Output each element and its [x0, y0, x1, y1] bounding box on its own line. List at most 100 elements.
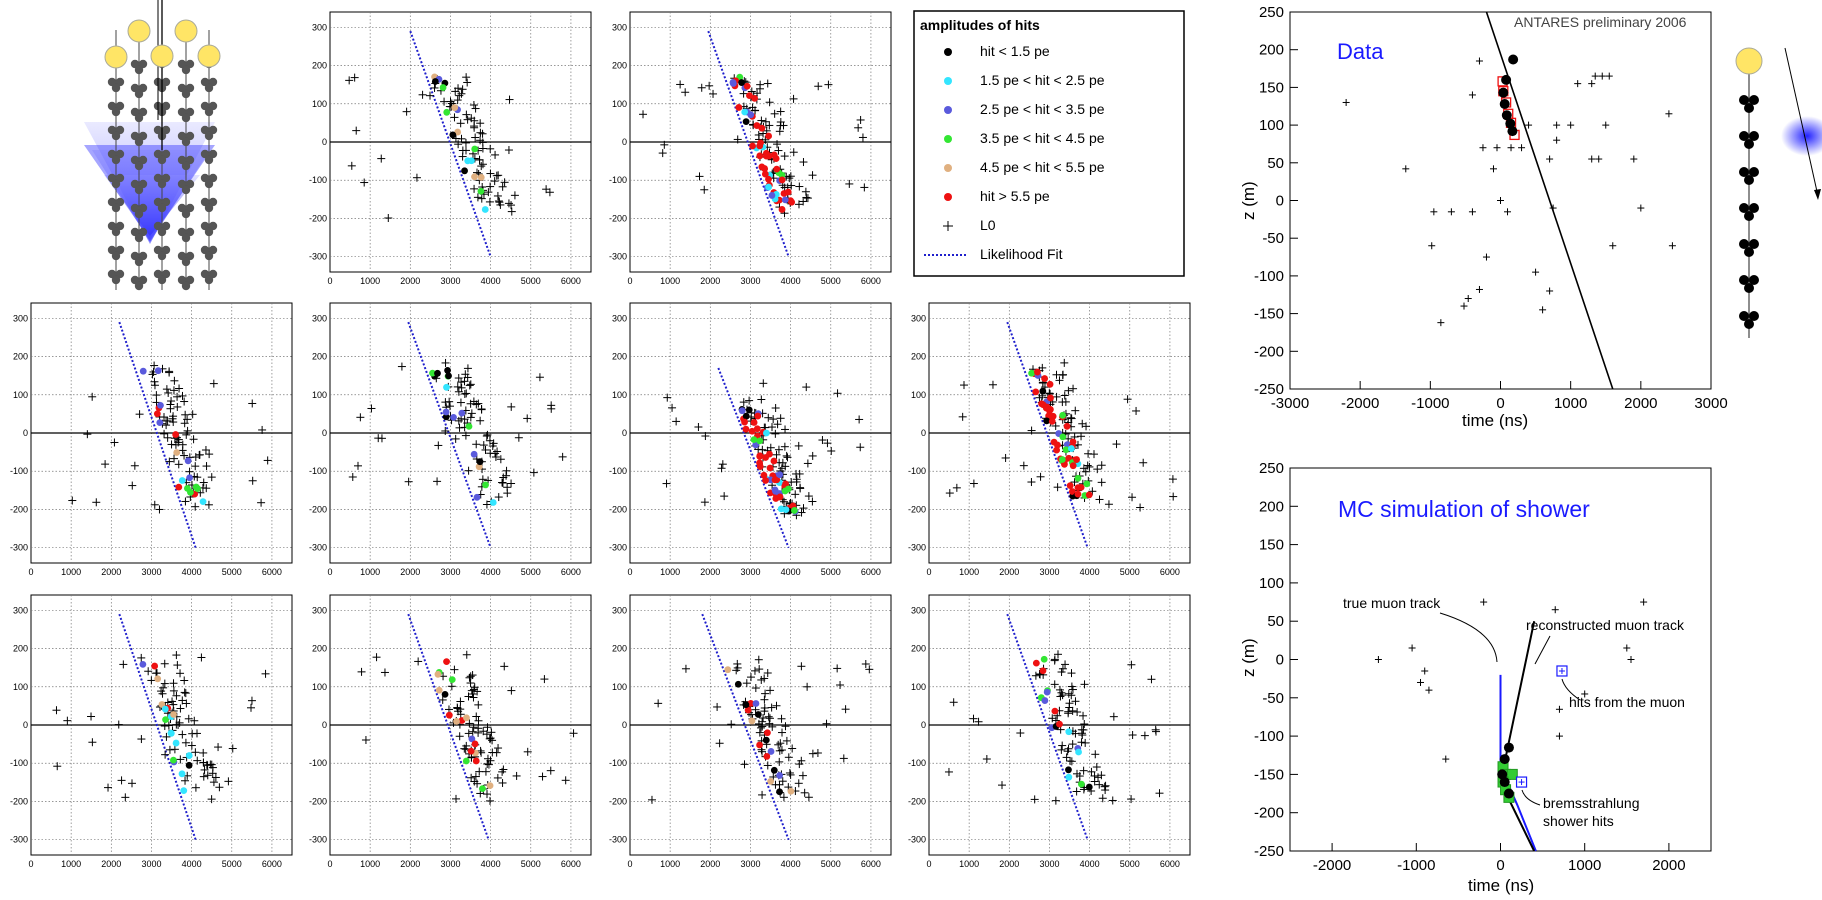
data-l0-hit [1479, 144, 1487, 152]
l0-hit [1098, 794, 1107, 803]
panel-ytick-label: 0 [622, 428, 627, 438]
panel-xtick-label: 0 [627, 859, 632, 869]
panel-xtick-label: 2000 [400, 859, 420, 869]
panel-ytick-label: 300 [13, 605, 28, 615]
optical-module [204, 83, 214, 93]
l0-hit [499, 765, 508, 774]
l0-hit [466, 672, 475, 681]
amplitude-hit [461, 167, 468, 175]
annotation-true-muon-track: true muon track [1343, 595, 1441, 611]
l0-hit [469, 685, 478, 694]
l0-hit [1097, 461, 1106, 470]
l0-hit [127, 779, 136, 788]
optical-module [107, 101, 117, 111]
l0-hit [507, 402, 516, 411]
optical-module [134, 257, 144, 267]
amplitude-hit [471, 145, 479, 153]
l0-hit [754, 130, 763, 139]
panel-xtick-label: 3000 [141, 859, 161, 869]
l0-hit [700, 185, 709, 194]
optical-module [161, 101, 171, 111]
mc-l0-hit [1581, 690, 1589, 698]
l0-hit [1063, 747, 1072, 756]
optical-module [111, 83, 121, 93]
l0-hit [676, 80, 685, 89]
l0-hit [466, 413, 475, 422]
amplitude-hit [468, 157, 475, 165]
l0-hit [803, 459, 812, 468]
l0-hit [1080, 680, 1089, 689]
amplitude-hit [442, 413, 450, 421]
l0-hit [681, 664, 690, 673]
l0-hit [1081, 467, 1090, 476]
l0-hit [463, 364, 472, 373]
illus-om [1744, 211, 1754, 221]
amplitude-hit [777, 505, 785, 513]
l0-hit [715, 739, 724, 748]
mc-ytick-label: -200 [1254, 805, 1284, 822]
mc-black-hit [1503, 742, 1514, 753]
l0-hit [1068, 740, 1077, 749]
optical-module [161, 77, 171, 87]
amplitude-hit [477, 187, 485, 195]
data-l0-hit [1630, 155, 1638, 163]
l0-hit [498, 778, 507, 787]
l0-hit [190, 716, 199, 725]
legend-item: hit > 5.5 pe [944, 188, 1050, 204]
amplitude-hit [463, 714, 470, 722]
l0-hit [453, 382, 462, 391]
l0-hit [367, 404, 376, 413]
l0-hit [773, 140, 782, 149]
optical-module [111, 155, 121, 165]
amplitude-hit [761, 165, 769, 172]
l0-hit [464, 466, 473, 475]
amplitude-hit [1063, 422, 1071, 430]
l0-hit [1050, 680, 1059, 689]
l0-hit [180, 451, 189, 460]
panel-ytick-label: -300 [309, 252, 327, 262]
arrow-hits-muon [1561, 678, 1581, 701]
l0-hit [794, 441, 803, 450]
data-plot-title: Data [1337, 39, 1384, 64]
l0-hit [558, 452, 567, 461]
l0-hit [780, 497, 789, 506]
data-l0-hit [1574, 80, 1582, 88]
l0-hit [1108, 796, 1117, 805]
l0-hit [454, 374, 463, 383]
optical-module [134, 137, 144, 147]
l0-hit [765, 714, 774, 723]
fit-line [407, 321, 492, 549]
panel-ytick-label: 200 [612, 61, 627, 71]
panel-ytick-label: -100 [309, 466, 327, 476]
l0-hit [757, 116, 766, 125]
panel-8: 0 1000 2000 3000 4000 5000 6000 -300 -200 -100 0 10… [309, 594, 592, 869]
mc-muon-box-cross [1558, 667, 1565, 674]
l0-hit [441, 358, 450, 367]
l0-hit [469, 101, 478, 110]
amplitude-hit [781, 196, 789, 204]
panel-xtick-label: 4000 [1080, 567, 1100, 577]
l0-hit [470, 184, 479, 193]
data-xtick-label: -3000 [1271, 395, 1309, 412]
illus-om [1749, 311, 1759, 321]
l0-hit [697, 83, 706, 92]
amplitude-hit [784, 188, 792, 196]
l0-hit [769, 415, 778, 424]
l0-hit [53, 762, 62, 771]
l0-hit [150, 377, 159, 386]
amplitude-hit [754, 412, 762, 420]
optical-module [111, 275, 121, 285]
l0-hit [765, 719, 774, 728]
mc-black-hit [1499, 754, 1510, 765]
l0-hit [454, 707, 463, 716]
l0-hit [474, 700, 483, 709]
l0-hit [182, 430, 191, 439]
l0-hit [944, 767, 953, 776]
l0-hit [1085, 462, 1094, 471]
l0-hit [1053, 650, 1062, 659]
amplitude-hit [745, 406, 753, 414]
l0-hit [128, 481, 137, 490]
amplitude-hit [1058, 456, 1066, 463]
l0-hit [654, 699, 663, 708]
amplitude-hit [1065, 766, 1072, 774]
